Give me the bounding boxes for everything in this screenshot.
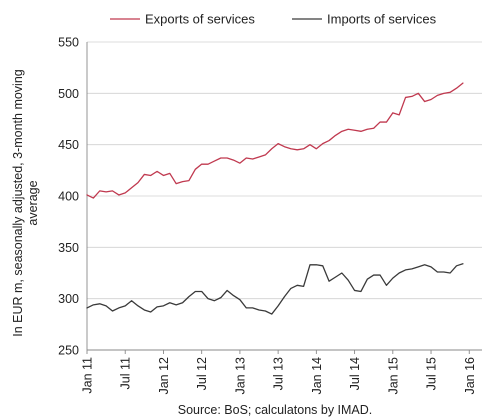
source-note: Source: BoS; calculatons by IMAD.: [178, 403, 373, 417]
x-tick-label: Jan 12: [157, 357, 171, 395]
x-tick-label: Jan 11: [81, 357, 95, 394]
x-axis-ticks: Jan 11 Jul 11 Jan 12 Jul 12 Jan 13 Jul 13 Jan …: [81, 350, 477, 395]
y-tick-label: 350: [58, 241, 79, 255]
series-lines: [86, 82, 464, 315]
y-axis-ticks: 250 300 350 400 450 500 550: [58, 36, 79, 358]
gridlines: [87, 41, 482, 300]
y-tick-label: 300: [58, 292, 79, 306]
axes: [86, 42, 482, 351]
y-tick-label: 500: [58, 87, 79, 101]
legend-label-imports: Imports of services: [327, 12, 437, 27]
x-tick-label: Jul 12: [195, 357, 209, 390]
x-tick-label: Jan 13: [233, 357, 247, 395]
y-tick-label: 550: [58, 36, 79, 50]
y-axis-title-line-2: average: [26, 180, 40, 225]
legend: Exports of services Imports of services: [110, 12, 437, 27]
series-line-imports: [86, 263, 464, 315]
x-tick-label: Jul 11: [119, 357, 133, 389]
x-tick-label: Jul 15: [425, 357, 439, 390]
x-tick-label: Jul 14: [348, 357, 362, 390]
y-axis-title-line-1: In EUR m, seasonally adjusted, 3-month m…: [11, 69, 25, 337]
y-tick-label: 450: [58, 138, 79, 152]
x-tick-label: Jan 16: [463, 357, 477, 395]
legend-label-exports: Exports of services: [145, 12, 255, 27]
y-tick-label: 250: [58, 344, 79, 358]
x-tick-label: Jan 14: [310, 357, 324, 395]
series-line-exports: [86, 82, 464, 199]
y-tick-label: 400: [58, 190, 79, 204]
x-tick-label: Jan 15: [386, 357, 400, 395]
x-tick-label: Jul 13: [272, 357, 286, 390]
